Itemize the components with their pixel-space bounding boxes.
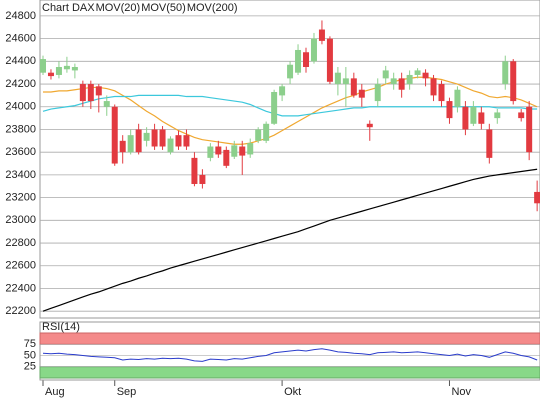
moving-average: [42, 168, 538, 312]
candle-body: [279, 86, 286, 96]
y-tick-label: 75: [24, 338, 36, 350]
x-tick-label: Okt: [284, 386, 301, 398]
candle-body: [95, 86, 102, 96]
candle-body: [119, 140, 126, 153]
candle-body: [342, 78, 349, 85]
candle-body: [199, 174, 206, 184]
candle-body: [127, 135, 134, 153]
candle-body: [231, 145, 238, 157]
candle-body: [318, 29, 325, 41]
candle-body: [247, 143, 254, 155]
y-tick-label: 24600: [5, 33, 36, 45]
x-tick-label: Nov: [451, 386, 471, 398]
candle-body: [167, 138, 174, 153]
y-tick-label: 50: [24, 349, 36, 361]
y-tick-label: 22600: [5, 260, 36, 272]
candle-body: [390, 78, 397, 85]
legend-entry: MOV(50): [141, 2, 186, 14]
candle-body: [223, 149, 230, 166]
candle-body: [518, 112, 525, 119]
candle-body: [454, 89, 461, 107]
y-tick-label: 24800: [5, 10, 36, 22]
candle-body: [414, 70, 421, 75]
y-tick-label: 24200: [5, 78, 36, 90]
candle-body: [191, 157, 198, 184]
legend-entry: Chart DAX: [42, 2, 95, 14]
candle-body: [71, 67, 78, 71]
candle-body: [382, 70, 389, 79]
plot-area: [39, 0, 540, 319]
candle-body: [40, 59, 46, 73]
candle-body: [295, 49, 302, 73]
candle-body: [374, 84, 381, 102]
y-tick-label: 23400: [5, 169, 36, 181]
candle-body: [462, 106, 469, 130]
candle-body: [350, 78, 357, 96]
candle-body: [534, 191, 540, 204]
candle-body: [55, 67, 62, 75]
y-tick-label: 22800: [5, 237, 36, 249]
candle-body: [510, 61, 517, 102]
y-tick-label: 25: [24, 361, 36, 373]
candle-body: [175, 135, 182, 147]
legend-entry: MOV(20): [96, 2, 141, 14]
candle-body: [63, 65, 70, 70]
candle-body: [79, 84, 86, 102]
y-tick-label: 24000: [5, 101, 36, 113]
candle-body: [183, 135, 190, 147]
candle-body: [87, 84, 94, 102]
candle-body: [159, 129, 166, 147]
candle-body: [446, 101, 453, 119]
candle-body: [135, 129, 142, 153]
candle-body: [303, 52, 310, 68]
x-tick-label: Aug: [45, 386, 65, 398]
legend-entry: MOV(200): [187, 2, 238, 14]
candle-body: [143, 132, 150, 141]
y-tick-label: 23600: [5, 146, 36, 158]
candle-body: [430, 78, 437, 96]
rsi-line: [42, 348, 538, 362]
overbought-band: [39, 332, 540, 345]
candle-body: [494, 112, 501, 119]
y-tick-label: 22400: [5, 282, 36, 294]
candle-body: [366, 123, 373, 128]
y-tick-label: 24400: [5, 55, 36, 67]
rsi-label: RSI(14): [42, 321, 80, 333]
candle-body: [358, 89, 365, 98]
candle-body: [151, 129, 158, 147]
y-tick-label: 22200: [5, 305, 36, 317]
candle-body: [326, 38, 333, 82]
oversold-band: [39, 366, 540, 379]
candle-body: [255, 129, 262, 141]
candle-body: [486, 129, 493, 158]
candle-body: [287, 64, 294, 79]
y-tick-label: 23200: [5, 192, 36, 204]
candle-body: [271, 91, 278, 124]
candle-body: [470, 106, 477, 124]
y-tick-label: 23000: [5, 214, 36, 226]
candle-body: [103, 101, 110, 107]
candle-body: [398, 78, 405, 90]
candle-body: [47, 72, 54, 77]
candle-body: [422, 72, 429, 79]
candle-body: [207, 146, 214, 158]
candle-body: [111, 106, 118, 164]
x-tick-label: Sep: [117, 386, 137, 398]
candle-body: [215, 146, 222, 155]
candle-body: [438, 84, 445, 102]
candle-body: [310, 38, 317, 62]
candle-body: [406, 74, 413, 85]
candle-body: [478, 112, 485, 124]
candle-body: [334, 72, 341, 85]
y-tick-label: 23800: [5, 123, 36, 135]
candle-body: [502, 61, 509, 85]
candle-body: [526, 106, 533, 153]
candle-body: [263, 123, 270, 141]
candle-body: [239, 146, 246, 156]
